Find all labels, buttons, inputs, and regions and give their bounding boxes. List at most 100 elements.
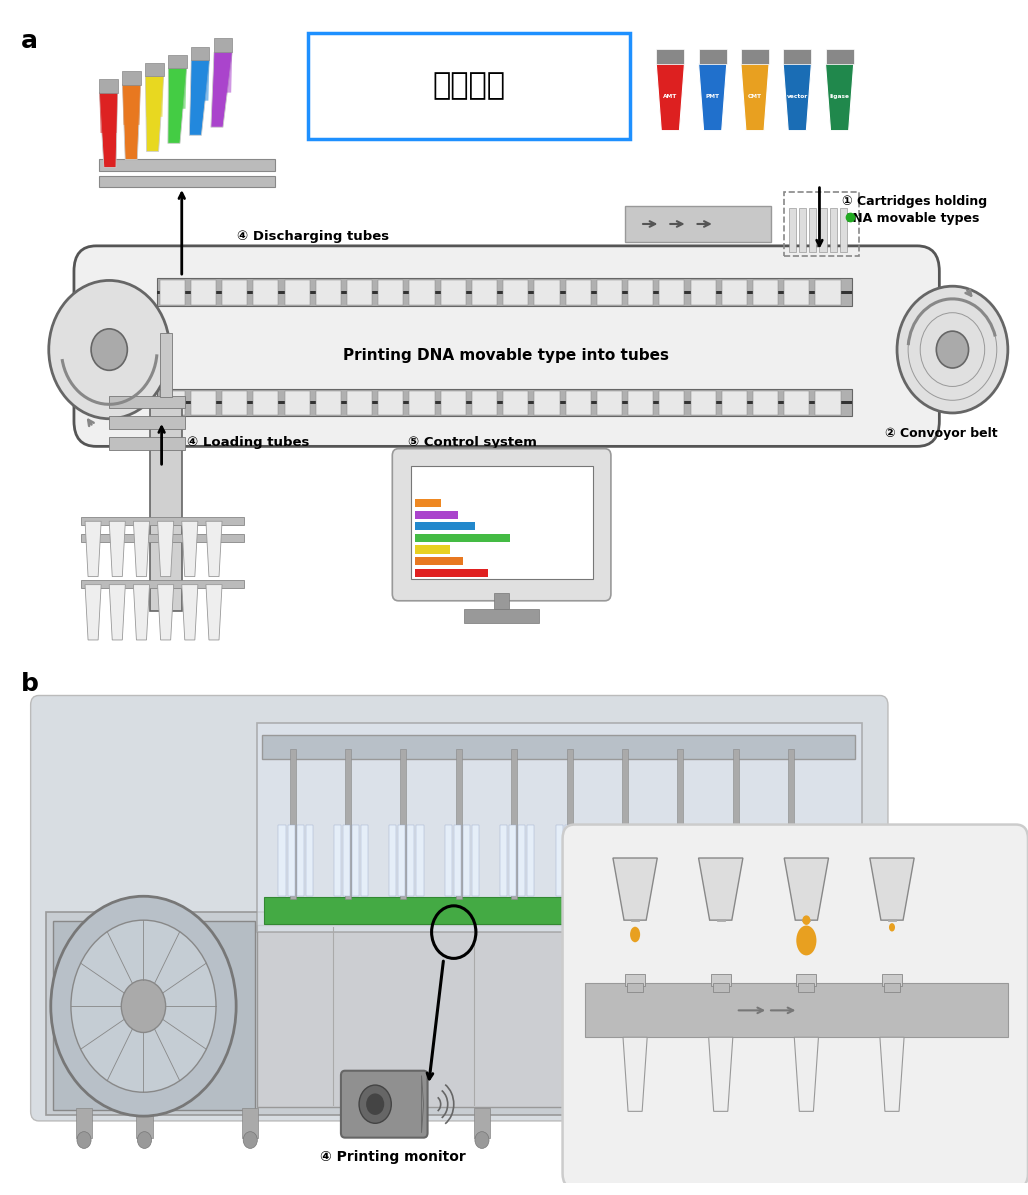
Circle shape: [138, 1132, 151, 1148]
Bar: [243, 1108, 258, 1138]
Circle shape: [359, 1085, 392, 1123]
Bar: [415, 511, 458, 519]
Text: Oversized
drop: Oversized drop: [776, 1121, 837, 1144]
Bar: [415, 545, 449, 553]
Polygon shape: [623, 1037, 648, 1111]
Bar: [415, 500, 441, 508]
Polygon shape: [145, 76, 163, 152]
Bar: [710, 974, 731, 986]
Text: ① Cartridges holding
DNA movable types: ① Cartridges holding DNA movable types: [842, 195, 987, 225]
Circle shape: [244, 1132, 257, 1148]
Bar: [390, 825, 397, 896]
FancyBboxPatch shape: [341, 1071, 428, 1138]
Bar: [625, 206, 771, 243]
Polygon shape: [109, 584, 125, 641]
Polygon shape: [169, 68, 186, 109]
Polygon shape: [613, 858, 657, 920]
Text: ④ Discharging tubes: ④ Discharging tubes: [237, 231, 390, 243]
Bar: [297, 825, 303, 896]
Ellipse shape: [802, 915, 810, 925]
FancyBboxPatch shape: [52, 921, 255, 1110]
FancyBboxPatch shape: [257, 723, 861, 932]
FancyBboxPatch shape: [393, 448, 611, 601]
Bar: [169, 55, 186, 68]
Bar: [685, 825, 692, 896]
Bar: [453, 825, 461, 896]
Bar: [731, 825, 738, 896]
Bar: [574, 825, 581, 896]
Bar: [790, 208, 797, 252]
Bar: [100, 79, 117, 93]
Bar: [656, 49, 685, 63]
Polygon shape: [783, 63, 811, 130]
Bar: [799, 983, 814, 992]
Polygon shape: [699, 858, 743, 920]
Bar: [347, 391, 372, 416]
Circle shape: [366, 1093, 384, 1115]
Bar: [694, 825, 701, 896]
Bar: [784, 281, 809, 305]
Polygon shape: [182, 521, 197, 577]
Bar: [675, 825, 683, 896]
Bar: [825, 49, 853, 63]
Text: Tiny
drop: Tiny drop: [878, 1121, 907, 1144]
Bar: [677, 749, 684, 899]
Bar: [334, 825, 341, 896]
Bar: [262, 735, 854, 759]
Bar: [109, 416, 185, 429]
Bar: [691, 391, 715, 416]
Bar: [800, 208, 806, 252]
Bar: [597, 391, 622, 416]
Bar: [109, 437, 185, 449]
Bar: [156, 402, 852, 404]
Bar: [191, 391, 216, 416]
Bar: [740, 825, 747, 896]
Bar: [109, 396, 185, 409]
Bar: [840, 208, 847, 252]
Bar: [733, 749, 739, 899]
Bar: [565, 281, 591, 305]
Text: a: a: [21, 29, 38, 54]
Bar: [455, 749, 462, 899]
Text: AMT: AMT: [663, 93, 677, 98]
Bar: [752, 391, 778, 416]
Bar: [629, 825, 636, 896]
Text: ×: ×: [885, 1156, 898, 1170]
Bar: [830, 208, 837, 252]
Bar: [585, 983, 1007, 1037]
Polygon shape: [100, 93, 117, 133]
Polygon shape: [206, 521, 222, 577]
Polygon shape: [206, 584, 222, 641]
Bar: [611, 825, 618, 896]
Bar: [81, 534, 245, 543]
Bar: [566, 749, 573, 899]
Text: ⑤ Control system: ⑤ Control system: [408, 436, 538, 449]
Bar: [741, 49, 769, 63]
Bar: [81, 580, 245, 588]
Bar: [797, 974, 816, 986]
Polygon shape: [109, 521, 125, 577]
Bar: [620, 825, 627, 896]
Bar: [809, 208, 816, 252]
Polygon shape: [214, 53, 232, 93]
Polygon shape: [421, 1076, 424, 1133]
Bar: [535, 281, 559, 305]
Circle shape: [77, 1132, 91, 1148]
Bar: [628, 391, 653, 416]
Bar: [441, 281, 466, 305]
Text: 毕昇一號: 毕昇一號: [433, 72, 506, 100]
Polygon shape: [182, 584, 197, 641]
Bar: [81, 516, 245, 525]
Bar: [472, 825, 479, 896]
Bar: [441, 391, 466, 416]
Bar: [99, 159, 276, 171]
FancyBboxPatch shape: [74, 246, 940, 447]
Bar: [145, 62, 163, 76]
Bar: [788, 749, 795, 899]
Polygon shape: [122, 85, 141, 125]
Bar: [503, 391, 528, 416]
Bar: [361, 825, 368, 896]
Text: ×: ×: [800, 1156, 813, 1170]
Text: CMT: CMT: [748, 93, 762, 98]
Bar: [511, 749, 517, 899]
